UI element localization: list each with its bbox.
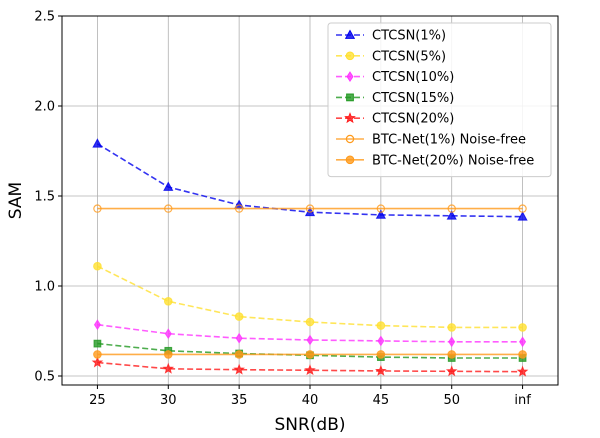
legend-label: CTCSN(10%) [372, 70, 454, 85]
legend-marker [345, 134, 355, 144]
legend-item: BTC-Net(20%) Noise-free [336, 153, 534, 168]
legend-item: BTC-Net(1%) Noise-free [336, 133, 526, 148]
series [91, 356, 529, 377]
data-point [305, 204, 315, 213]
legend-item: CTCSN(1%) [336, 29, 446, 44]
data-point [305, 350, 315, 359]
data-point [447, 204, 456, 213]
data-point [93, 204, 102, 213]
data-point [93, 319, 101, 331]
data-point [445, 365, 458, 377]
data-point [376, 350, 386, 359]
x-tick-label: 25 [89, 393, 106, 408]
legend-marker [345, 155, 355, 165]
legend-label: CTCSN(15%) [372, 91, 454, 106]
data-point [377, 335, 385, 347]
data-point [446, 210, 457, 220]
legend-marker [346, 71, 354, 83]
data-point [92, 138, 103, 148]
data-point [306, 334, 314, 346]
data-point [376, 204, 386, 213]
legend: CTCSN(1%) CTCSN(5%) CTCSN(10%) CTCSN(15%) CT… [327, 22, 552, 178]
legend-marker [346, 93, 354, 102]
legend-item: CTCSN(10%) [336, 70, 454, 85]
data-point [93, 350, 102, 359]
legend-label: CTCSN(1%) [372, 29, 446, 44]
data-point [163, 296, 173, 306]
data-point [517, 211, 528, 221]
data-point [304, 364, 316, 376]
data-point [516, 365, 529, 377]
data-point [93, 339, 102, 348]
legend-label: BTC-Net(1%) Noise-free [372, 133, 526, 148]
x-tick-label: inf [514, 393, 531, 408]
data-point [518, 323, 527, 332]
legend-marker [344, 112, 356, 124]
data-point [164, 328, 172, 340]
x-axis-title: SNR(dB) [274, 415, 345, 435]
data-point [519, 336, 527, 348]
data-point [375, 209, 386, 219]
x-tick-label: 40 [302, 393, 319, 408]
data-point [234, 350, 244, 359]
series-group [91, 138, 529, 377]
y-axis: 0.5 1.0 1.5 2.0 2.5 [34, 10, 62, 385]
data-point [163, 181, 174, 191]
series [93, 204, 527, 213]
x-tick-label: 30 [160, 393, 177, 408]
data-point [305, 317, 315, 327]
x-tick-label: 35 [231, 393, 248, 408]
data-point [448, 336, 456, 348]
data-point [235, 332, 243, 344]
data-point [164, 204, 173, 213]
data-point [233, 363, 245, 375]
y-tick-label: 2.5 [34, 10, 55, 25]
y-axis-title: SAM [6, 182, 26, 219]
series [93, 350, 527, 359]
data-point [234, 312, 244, 321]
x-axis: 25 30 35 40 45 50 inf [89, 385, 531, 408]
data-point [447, 323, 457, 332]
y-tick-label: 2.0 [34, 100, 55, 115]
series [93, 261, 527, 332]
data-point [518, 350, 527, 359]
data-point [234, 204, 244, 213]
x-tick-label: 45 [373, 393, 390, 408]
legend-item: CTCSN(5%) [336, 49, 446, 64]
legend-item: CTCSN(20%) [336, 112, 454, 127]
data-point [162, 362, 175, 374]
x-tick-label: 50 [443, 393, 460, 408]
legend-label: CTCSN(20%) [372, 112, 454, 127]
data-point [376, 321, 386, 330]
series [93, 319, 527, 348]
data-point [163, 350, 173, 359]
legend-box [327, 22, 552, 178]
y-tick-label: 1.5 [34, 190, 55, 205]
legend-label: CTCSN(5%) [372, 49, 446, 64]
legend-marker [345, 51, 355, 61]
y-tick-label: 1.0 [34, 280, 55, 295]
y-tick-label: 0.5 [34, 370, 55, 385]
legend-item: CTCSN(15%) [336, 91, 454, 106]
legend-label: BTC-Net(20%) Noise-free [372, 153, 534, 168]
data-point [93, 261, 102, 271]
data-point [447, 350, 457, 359]
data-point [91, 356, 104, 368]
data-point [518, 204, 527, 213]
data-point [375, 364, 387, 376]
legend-marker [344, 29, 356, 39]
